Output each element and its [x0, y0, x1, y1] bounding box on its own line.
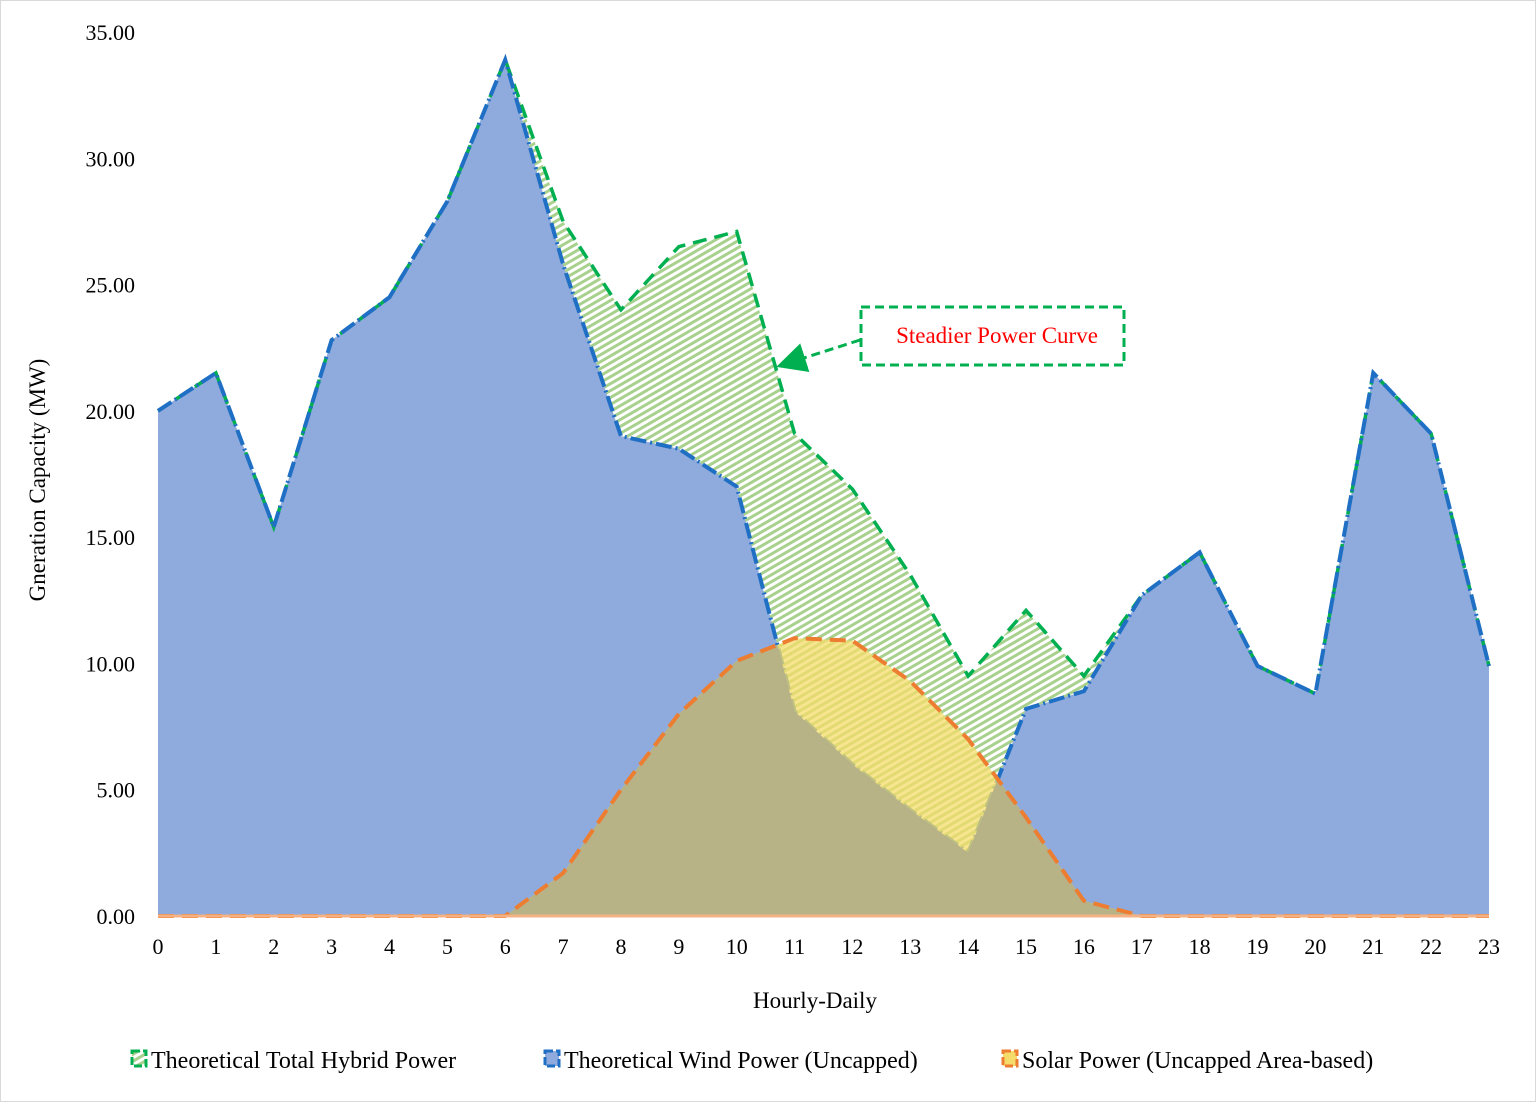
y-tick-label: 25.00	[86, 273, 136, 298]
x-tick-label: 2	[268, 934, 279, 959]
x-tick-label: 19	[1247, 934, 1269, 959]
x-tick-label: 15	[1015, 934, 1037, 959]
annotation-box	[859, 305, 1126, 367]
annotation: Steadier Power Curve	[776, 305, 1126, 372]
legend-label: Theoretical Wind Power (Uncapped)	[564, 1048, 918, 1074]
x-tick-label: 14	[957, 934, 979, 959]
y-tick-label: 35.00	[86, 20, 136, 45]
legend-label: Solar Power (Uncapped Area-based)	[1022, 1048, 1373, 1074]
legend-item: Theoretical Wind Power (Uncapped)	[543, 1048, 918, 1074]
x-axis-label: Hourly-Daily	[753, 988, 877, 1013]
x-tick-label: 5	[442, 934, 453, 959]
legend: Theoretical Total Hybrid Power Theoretica…	[130, 1048, 1373, 1074]
x-tick-label: 8	[615, 934, 626, 959]
y-axis-label: Gneration Capacity (MW)	[25, 359, 50, 602]
x-tick-label: 12	[841, 934, 863, 959]
legend-swatch-icon	[130, 1049, 148, 1068]
y-tick-label: 15.00	[86, 525, 136, 550]
annotation-text: Steadier Power Curve	[896, 323, 1098, 348]
y-tick-label: 20.00	[86, 399, 136, 424]
x-tick-label: 23	[1478, 934, 1500, 959]
y-tick-label: 5.00	[97, 778, 136, 803]
x-tick-label: 20	[1304, 934, 1326, 959]
x-tick-label: 0	[153, 934, 164, 959]
legend-swatch-icon	[1001, 1049, 1019, 1068]
annotation-arrow	[776, 338, 861, 372]
y-tick-label: 0.00	[97, 904, 136, 929]
x-tick-label: 18	[1189, 934, 1211, 959]
wind-area	[158, 59, 1489, 917]
x-tick-label: 10	[726, 934, 748, 959]
legend-item: Theoretical Total Hybrid Power	[130, 1048, 456, 1074]
x-tick-label: 21	[1362, 934, 1384, 959]
x-tick-label: 9	[673, 934, 684, 959]
x-tick-label: 1	[210, 934, 221, 959]
legend-swatch-icon	[543, 1049, 561, 1068]
x-tick-label: 13	[899, 934, 921, 959]
x-tick-label: 22	[1420, 934, 1442, 959]
legend-item: Solar Power (Uncapped Area-based)	[1001, 1048, 1373, 1074]
x-tick-label: 17	[1131, 934, 1153, 959]
x-tick-label: 16	[1073, 934, 1095, 959]
x-tick-label: 3	[326, 934, 337, 959]
wind-line	[156, 53, 1491, 857]
legend-label: Theoretical Total Hybrid Power	[151, 1048, 456, 1074]
x-tick-label: 7	[558, 934, 569, 959]
y-tick-label: 10.00	[86, 651, 136, 676]
y-tick-label: 30.00	[86, 146, 136, 171]
x-tick-label: 4	[384, 934, 395, 959]
x-tick-label: 11	[784, 934, 805, 959]
x-tick-label: 6	[500, 934, 511, 959]
solar-wind-overlap-area	[158, 638, 1489, 916]
